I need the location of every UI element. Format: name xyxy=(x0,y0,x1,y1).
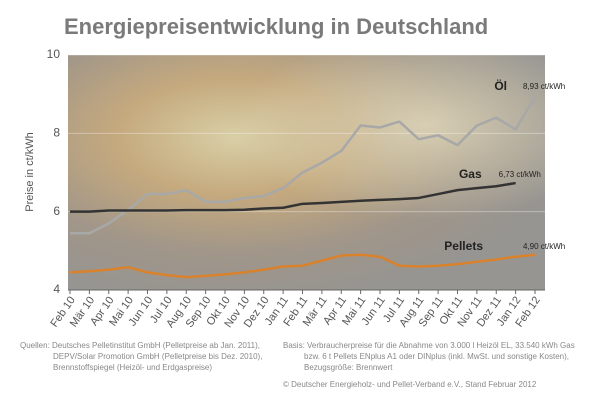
series-line xyxy=(70,181,516,213)
value-label: 6,73 ct/kWh xyxy=(499,170,541,179)
source-line: DEPV/Solar Promotion GmbH (Pelletpreise … xyxy=(53,352,262,361)
y-tick-label: 10 xyxy=(47,47,61,61)
y-tick-label: 6 xyxy=(53,204,60,218)
plot-overlay xyxy=(68,55,545,290)
copyright: © Deutscher Energieholz- und Pellet-Verb… xyxy=(283,380,537,389)
y-tick-label: 8 xyxy=(53,126,60,140)
value-label: 8,93 ct/kWh xyxy=(523,82,565,91)
value-label: 4,90 ct/kWh xyxy=(523,242,565,251)
chart-title: Energiepreisentwicklung in Deutschland xyxy=(64,14,488,39)
series-label: Öl xyxy=(494,78,507,93)
y-axis-label: Preise in ct/kWh xyxy=(24,132,36,211)
y-tick-label: 4 xyxy=(53,282,60,296)
basis-line: Bezugsgröße: Brennwert xyxy=(304,363,393,372)
series-line xyxy=(69,253,536,279)
source-line: Brennstoffspiegel (Heizöl- und Erdgaspre… xyxy=(53,363,212,372)
basis-line: bzw. 6 t Pellets ENplus A1 oder DINplus … xyxy=(304,352,569,361)
series-line xyxy=(70,96,537,235)
series-label: Pellets xyxy=(444,239,483,253)
plot-glow xyxy=(68,55,545,290)
series-label: Gas xyxy=(459,167,482,181)
basis-line: Basis: Verbraucherpreise für die Abnahme… xyxy=(283,341,575,350)
source-line: Quellen: Deutsches Pelletinstitut GmbH (… xyxy=(20,341,260,350)
